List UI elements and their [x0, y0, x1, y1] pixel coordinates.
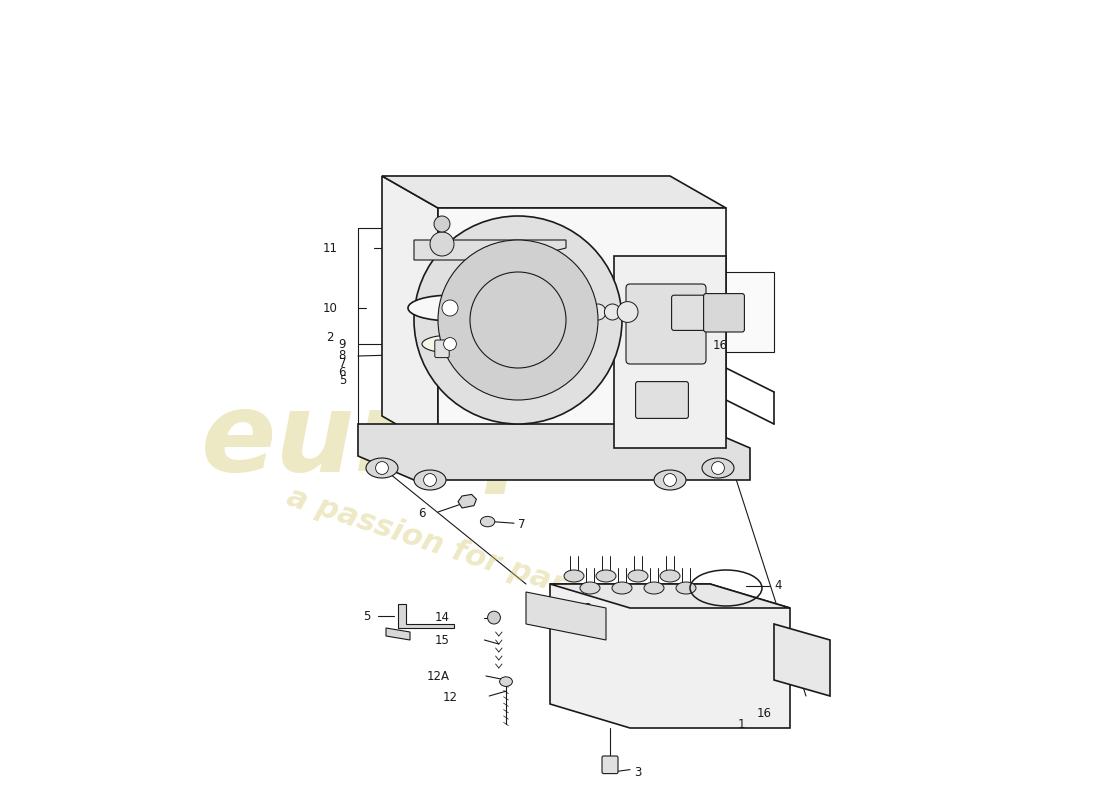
Text: 6: 6	[339, 366, 346, 378]
Circle shape	[590, 304, 606, 320]
Circle shape	[438, 240, 598, 400]
Text: 8: 8	[339, 350, 346, 362]
Polygon shape	[550, 584, 790, 728]
Text: 1: 1	[738, 718, 746, 730]
Text: 12A: 12A	[427, 670, 450, 682]
Ellipse shape	[580, 582, 600, 594]
FancyBboxPatch shape	[626, 284, 706, 364]
Text: 12: 12	[443, 691, 458, 704]
Polygon shape	[386, 628, 410, 640]
Circle shape	[414, 216, 622, 424]
Text: 16: 16	[713, 339, 727, 352]
Text: 2: 2	[327, 331, 334, 344]
Text: europes: europes	[200, 386, 707, 494]
Polygon shape	[526, 592, 606, 640]
Text: 14: 14	[434, 611, 450, 624]
Polygon shape	[414, 240, 566, 260]
Circle shape	[617, 302, 638, 322]
Circle shape	[430, 232, 454, 256]
Polygon shape	[382, 176, 726, 208]
Ellipse shape	[644, 582, 664, 594]
FancyBboxPatch shape	[704, 294, 745, 332]
Polygon shape	[438, 208, 726, 448]
Ellipse shape	[366, 458, 398, 478]
Ellipse shape	[660, 570, 680, 582]
Text: 13: 13	[578, 602, 593, 614]
Ellipse shape	[499, 677, 513, 686]
Polygon shape	[614, 256, 726, 448]
Circle shape	[663, 474, 676, 486]
Polygon shape	[458, 494, 476, 508]
Ellipse shape	[654, 470, 686, 490]
Text: 11: 11	[323, 242, 338, 254]
Circle shape	[434, 216, 450, 232]
Text: 4: 4	[774, 579, 781, 592]
Text: 6: 6	[418, 507, 426, 520]
Ellipse shape	[564, 570, 584, 582]
Circle shape	[443, 338, 456, 350]
Polygon shape	[382, 176, 438, 448]
Circle shape	[712, 462, 725, 474]
Text: 7: 7	[339, 358, 346, 370]
Text: 5: 5	[363, 610, 370, 622]
Circle shape	[375, 462, 388, 474]
Text: 10: 10	[323, 302, 338, 314]
Text: 5: 5	[339, 374, 346, 386]
Text: 16: 16	[757, 707, 771, 720]
Ellipse shape	[676, 582, 696, 594]
FancyBboxPatch shape	[602, 756, 618, 774]
FancyBboxPatch shape	[434, 340, 449, 358]
Polygon shape	[358, 424, 750, 480]
Ellipse shape	[702, 458, 734, 478]
Ellipse shape	[408, 295, 492, 321]
Text: 9: 9	[339, 338, 346, 350]
FancyBboxPatch shape	[566, 272, 774, 352]
Polygon shape	[382, 176, 726, 208]
Circle shape	[424, 474, 437, 486]
Ellipse shape	[422, 335, 478, 353]
Polygon shape	[774, 624, 830, 696]
Ellipse shape	[481, 517, 495, 527]
Circle shape	[604, 304, 620, 320]
Ellipse shape	[628, 570, 648, 582]
Text: 15: 15	[436, 634, 450, 646]
Ellipse shape	[414, 470, 446, 490]
Polygon shape	[398, 604, 454, 628]
Text: 7: 7	[518, 518, 526, 531]
Polygon shape	[438, 208, 726, 448]
Polygon shape	[550, 584, 790, 608]
Ellipse shape	[596, 570, 616, 582]
FancyBboxPatch shape	[672, 295, 708, 330]
Circle shape	[442, 300, 458, 316]
Text: 3: 3	[634, 766, 641, 778]
Polygon shape	[382, 176, 438, 448]
Text: a passion for parts since 1985: a passion for parts since 1985	[283, 482, 785, 670]
Ellipse shape	[612, 582, 632, 594]
FancyBboxPatch shape	[636, 382, 689, 418]
Circle shape	[575, 301, 597, 323]
Circle shape	[487, 611, 500, 624]
